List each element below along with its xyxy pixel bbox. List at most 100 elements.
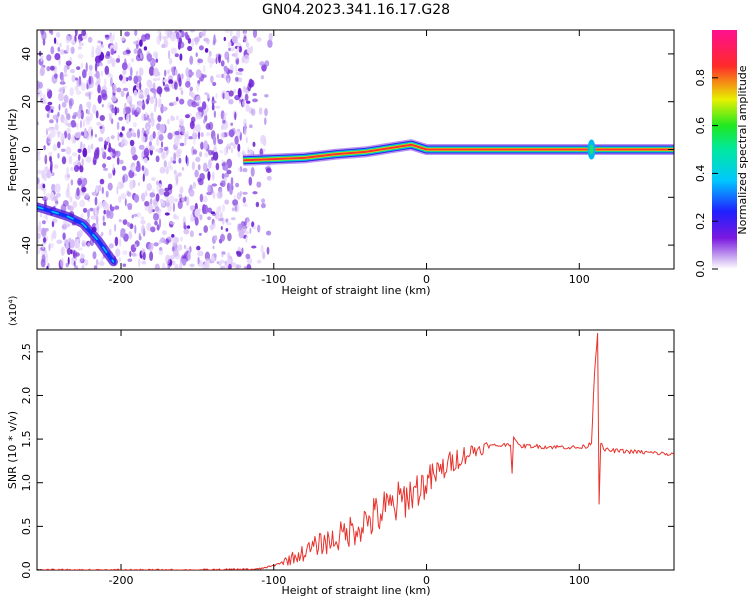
noise-speck [237, 87, 242, 98]
noise-speck [190, 92, 195, 99]
noise-speck [226, 143, 231, 147]
noise-speck [165, 166, 169, 175]
noise-speck [99, 178, 105, 185]
noise-speck [129, 180, 134, 190]
noise-speck [85, 156, 92, 163]
noise-speck [190, 213, 194, 222]
noise-speck [80, 109, 84, 120]
noise-speck [174, 81, 178, 91]
noise-speck [179, 186, 184, 194]
noise-speck [154, 54, 158, 59]
noise-speck [62, 85, 68, 89]
noise-speck [174, 172, 179, 182]
noise-speck [69, 87, 74, 97]
y-tick-label: 0.5 [20, 518, 33, 536]
noise-speck [102, 215, 105, 222]
noise-speck [228, 69, 233, 74]
noise-speck [235, 128, 241, 138]
noise-speck [170, 33, 177, 42]
noise-speck [179, 262, 183, 269]
noise-speck [58, 103, 61, 111]
noise-speck [231, 185, 234, 190]
noise-speck [146, 183, 152, 191]
noise-speck [122, 175, 125, 184]
colorbar-gradient [712, 30, 737, 269]
noise-speck [138, 144, 145, 150]
colorbar-label: Normalized spectral amplitude [736, 65, 749, 234]
noise-speck [163, 79, 167, 83]
noise-speck [84, 127, 87, 138]
noise-speck [154, 263, 160, 269]
noise-speck [37, 177, 40, 185]
noise-speck [66, 113, 71, 121]
noise-speck [46, 66, 51, 72]
noise-speck [173, 152, 177, 162]
noise-speck [99, 115, 106, 121]
noise-speck [212, 171, 215, 181]
noise-speck [58, 92, 64, 102]
noise-speck [142, 173, 145, 182]
noise-speck [138, 67, 144, 76]
noise-speck [64, 130, 68, 139]
noise-speck [88, 91, 92, 101]
noise-speck [94, 62, 98, 72]
noise-speck [179, 142, 185, 147]
noise-speck [80, 62, 84, 69]
noise-speck [159, 32, 162, 42]
noise-speck [149, 134, 154, 142]
noise-speck [82, 69, 87, 79]
noise-speck [165, 254, 171, 265]
noise-speck [45, 104, 51, 112]
noise-speck [104, 34, 110, 38]
noise-speck [143, 147, 150, 158]
noise-speck [70, 68, 75, 74]
noise-speck [76, 131, 82, 138]
noise-speck [180, 89, 184, 96]
noise-speck [65, 60, 72, 66]
noise-speck [174, 198, 179, 203]
noise-speck [224, 51, 230, 60]
noise-speck [197, 250, 204, 257]
noise-speck [159, 88, 162, 98]
noise-speck [129, 101, 132, 108]
noise-speck [211, 156, 214, 161]
noise-speck [181, 73, 184, 80]
noise-speck [221, 204, 226, 213]
noise-speck [84, 193, 90, 199]
noise-speck [49, 119, 54, 124]
noise-speck [62, 117, 69, 124]
noise-speck [109, 34, 114, 45]
y-tick-label: 2.5 [20, 343, 33, 361]
noise-speck [193, 138, 196, 146]
noise-speck [187, 251, 191, 262]
noise-speck [201, 74, 207, 78]
noise-speck [264, 108, 268, 117]
noise-speck [79, 120, 83, 129]
noise-speck [236, 46, 240, 52]
noise-speck [173, 214, 176, 220]
noise-speck [256, 259, 262, 264]
noise-speck [65, 146, 72, 155]
noise-speck [234, 111, 237, 121]
noise-speck [199, 32, 205, 36]
noise-speck [260, 75, 264, 80]
noise-speck [67, 256, 70, 266]
noise-speck [124, 106, 131, 115]
noise-speck [197, 256, 200, 265]
noise-speck [215, 56, 218, 65]
noise-speck [90, 215, 96, 220]
noise-speck [167, 161, 172, 169]
noise-speck [118, 159, 124, 165]
noise-speck [210, 58, 216, 64]
noise-speck [132, 122, 137, 128]
noise-speck [251, 245, 257, 249]
noise-speck [250, 45, 253, 54]
noise-speck [228, 99, 234, 105]
noise-speck [108, 243, 114, 249]
noise-speck [75, 90, 82, 96]
noise-speck [223, 115, 227, 121]
noise-speck [120, 35, 125, 42]
colorbar-tick-label: 0.2 [694, 212, 707, 230]
noise-speck [126, 191, 132, 197]
noise-speck [157, 77, 160, 81]
